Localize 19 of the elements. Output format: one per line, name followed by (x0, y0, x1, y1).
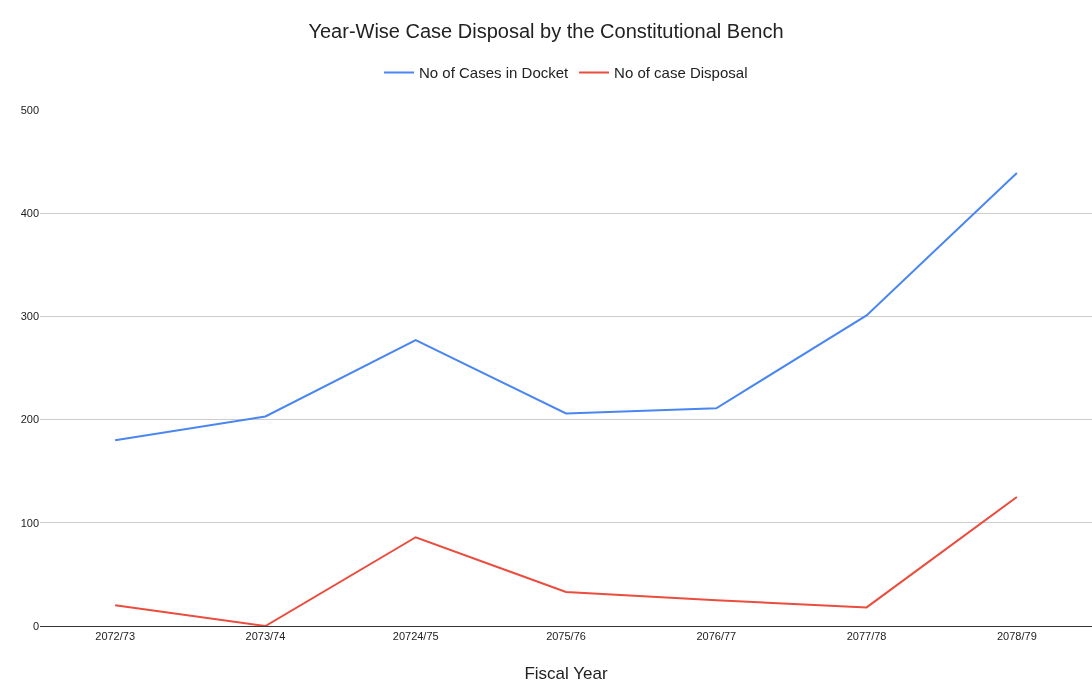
y-tick-label: 300 (20, 310, 39, 323)
y-tick-label: 500 (20, 103, 39, 116)
legend-label: No of Cases in Docket (419, 64, 570, 82)
y-tick-label: 400 (20, 207, 39, 220)
x-tick-label: 2072/73 (95, 630, 136, 643)
chart-title: Year-Wise Case Disposal by the Constitutional Bench (308, 20, 784, 43)
line-series (114, 171, 1018, 442)
y-tick-label: 200 (20, 413, 39, 426)
x-tick-label: 20724/75 (392, 630, 439, 643)
y-tick-label: 100 (20, 516, 39, 529)
x-tick-label: 2075/76 (546, 630, 586, 643)
line-series (114, 496, 1018, 626)
x-tick-label: 2078/79 (996, 630, 1037, 643)
x-axis-title: Fiscal Year (524, 663, 608, 683)
x-tick-label: 2076/77 (696, 630, 737, 643)
x-tick-label: 2073/74 (245, 630, 286, 643)
y-tick-label: 0 (32, 619, 39, 632)
legend-label: No of case Disposal (614, 64, 748, 82)
x-tick-label: 2077/78 (846, 630, 887, 643)
